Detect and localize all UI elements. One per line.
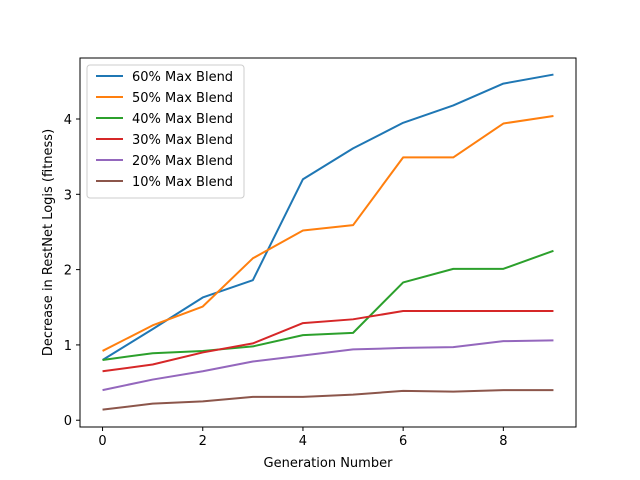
x-axis-label: Generation Number: [264, 456, 394, 471]
legend-label-0: 60% Max Blend: [132, 70, 233, 85]
series-line-1: [102, 115, 554, 352]
y-tick-label: 0: [64, 414, 72, 429]
legend-label-4: 20% Max Blend: [132, 154, 233, 169]
legend-box: [86, 64, 245, 199]
series-line-5: [102, 389, 554, 411]
x-tick-label: 8: [499, 434, 507, 449]
x-tick-label: 6: [399, 434, 407, 449]
plot-frame: [79, 57, 577, 428]
legend-label-1: 50% Max Blend: [132, 91, 233, 106]
legend-label-3: 30% Max Blend: [132, 133, 233, 148]
series-line-2: [102, 249, 554, 361]
legend-label-2: 40% Max Blend: [132, 112, 233, 127]
series-line-0: [102, 73, 554, 361]
x-tick-label: 4: [299, 434, 307, 449]
y-axis-label: Decrease in RestNet Logis (fitness): [41, 129, 56, 356]
series-line-4: [102, 339, 554, 392]
y-tick-label: 2: [64, 264, 72, 279]
y-tick-label: 4: [64, 113, 72, 128]
y-tick-label: 1: [64, 339, 72, 354]
y-axis-ticks: 0 1 2 3 4: [64, 113, 80, 429]
legend-label-5: 10% Max Blend: [132, 175, 233, 190]
x-tick-label: 2: [199, 434, 207, 449]
x-axis-ticks: 0 2 4 6 8: [98, 427, 507, 449]
legend: 60% Max Blend 50% Max Blend 40% Max Blend 3…: [86, 64, 245, 199]
series-line-3: [102, 310, 554, 373]
x-tick-label: 0: [98, 434, 106, 449]
plot-lines: [102, 73, 554, 411]
y-tick-label: 3: [64, 188, 72, 203]
